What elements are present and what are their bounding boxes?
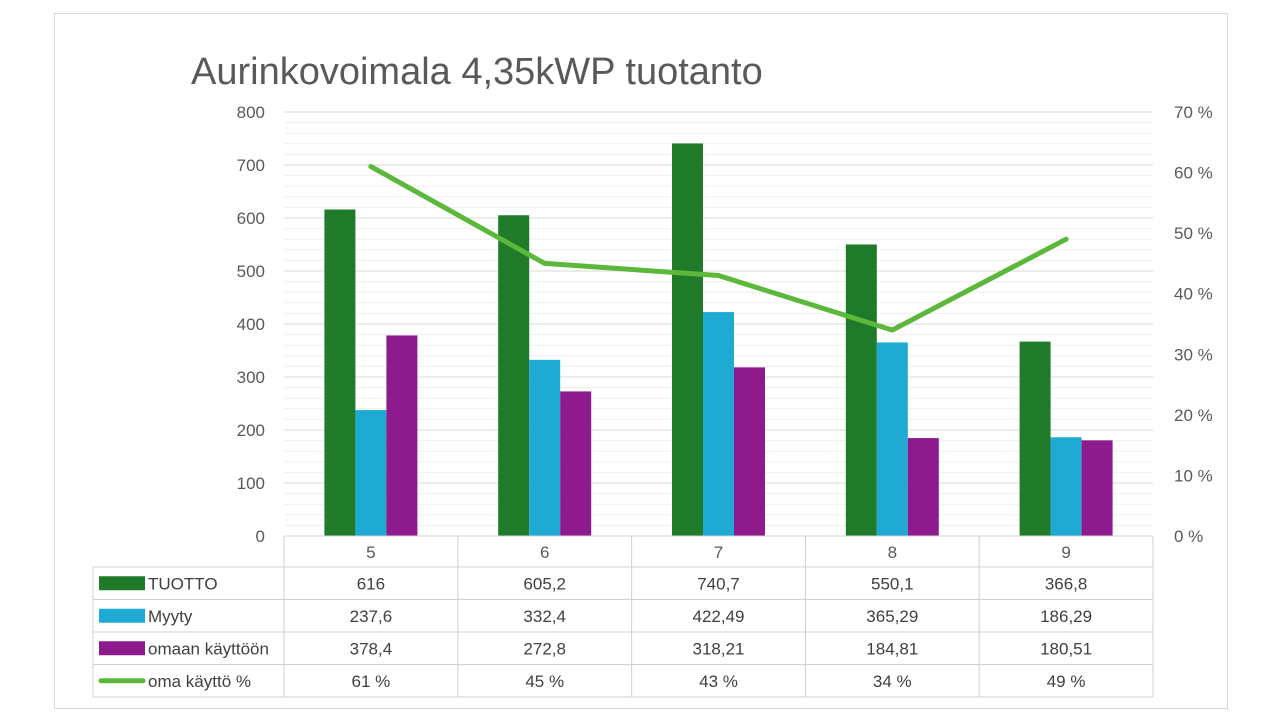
legend-entry: TUOTTO [148, 574, 218, 593]
left-axis-tick-label: 300 [237, 368, 265, 387]
data-label: 49 % [1047, 672, 1086, 691]
data-table: 5 6 7 8 9 TUOTTO 616 605,2 740,7 550,1 366,8 Myyty 2… [92, 535, 1154, 698]
line-oma-kaytto-percent [368, 164, 1069, 333]
bar-omaan-käyttöön-5 [386, 335, 418, 536]
chart-title: Aurinkovoimala 4,35kWP tuotanto [191, 51, 763, 93]
chart: Aurinkovoimala 4,35kWP tuotanto 0 100 200 3… [92, 51, 1213, 698]
category-label: 6 [540, 543, 549, 562]
left-axis-tick-label: 400 [237, 315, 265, 334]
bar-tuotto-8 [845, 244, 877, 536]
legend-entry: Myyty [148, 607, 193, 626]
data-label: 45 % [525, 672, 564, 691]
bar-myyty-5 [355, 410, 387, 536]
bar-omaan-käyttöön-7 [734, 367, 765, 536]
line-series [368, 164, 1069, 333]
data-label: 43 % [699, 672, 738, 691]
data-label: 616 [357, 574, 385, 593]
left-axis-tick-label: 0 [256, 527, 265, 546]
left-axis-tick-label: 800 [237, 103, 265, 122]
data-label: 740,7 [697, 574, 740, 593]
data-label: 422,49 [693, 607, 745, 626]
data-label: 605,2 [523, 574, 566, 593]
category-label: 9 [1061, 543, 1070, 562]
left-axis-tick-label: 200 [237, 421, 265, 440]
bar-tuotto-6 [498, 215, 530, 536]
right-axis-tick-label: 40 % [1174, 285, 1213, 304]
data-label: 34 % [873, 672, 912, 691]
category-label: 7 [714, 543, 723, 562]
data-label: 318,21 [693, 639, 745, 658]
right-axis-tick-label: 30 % [1174, 345, 1213, 364]
right-axis-tick-label: 70 % [1174, 103, 1213, 122]
right-axis-tick-label: 0 % [1174, 527, 1203, 546]
right-axis-tick-label: 60 % [1174, 164, 1213, 183]
left-axis-tick-label: 100 [237, 474, 265, 493]
legend-entry: omaan käyttöön [148, 639, 269, 658]
data-label: 272,8 [523, 639, 566, 658]
bar-myyty-9 [1050, 437, 1082, 536]
bar-omaan-käyttöön-6 [560, 391, 592, 536]
legend-key-omaan-käyttöön [99, 641, 145, 656]
bar-myyty-6 [529, 359, 561, 536]
legend-key-myyty [99, 608, 145, 623]
data-label: 180,51 [1040, 639, 1092, 658]
left-axis-tick-label: 500 [237, 262, 265, 281]
right-axis-tick-label: 20 % [1174, 406, 1213, 425]
chart-frame: Aurinkovoimala 4,35kWP tuotanto 0 100 200 3… [54, 13, 1228, 709]
legend-entry: oma käyttö % [148, 672, 251, 691]
bar-tuotto-9 [1019, 341, 1051, 536]
bars [324, 143, 1113, 536]
bar-myyty-8 [876, 342, 908, 536]
data-label: 332,4 [523, 607, 566, 626]
data-label: 186,29 [1040, 607, 1092, 626]
data-label: 237,6 [350, 607, 393, 626]
data-label: 184,81 [866, 639, 918, 658]
bar-tuotto-7 [672, 143, 703, 536]
data-label: 365,29 [866, 607, 918, 626]
data-label: 378,4 [350, 639, 393, 658]
data-label: 366,8 [1045, 574, 1088, 593]
category-label: 5 [366, 543, 375, 562]
data-label: 550,1 [871, 574, 914, 593]
axes: 0 100 200 300 400 500 600 700 800 0 % 10 % 20 % 30 %… [237, 103, 1213, 546]
bar-omaan-käyttöön-8 [907, 438, 939, 536]
left-axis-tick-label: 700 [237, 156, 265, 175]
legend-key-tuotto [99, 576, 145, 591]
right-axis-tick-label: 10 % [1174, 466, 1213, 485]
category-label: 8 [888, 543, 897, 562]
bar-omaan-käyttöön-9 [1081, 440, 1113, 536]
data-label: 61 % [352, 672, 391, 691]
bar-tuotto-5 [324, 209, 356, 536]
right-axis-tick-label: 50 % [1174, 224, 1213, 243]
left-axis-tick-label: 600 [237, 209, 265, 228]
bar-myyty-7 [703, 312, 734, 536]
